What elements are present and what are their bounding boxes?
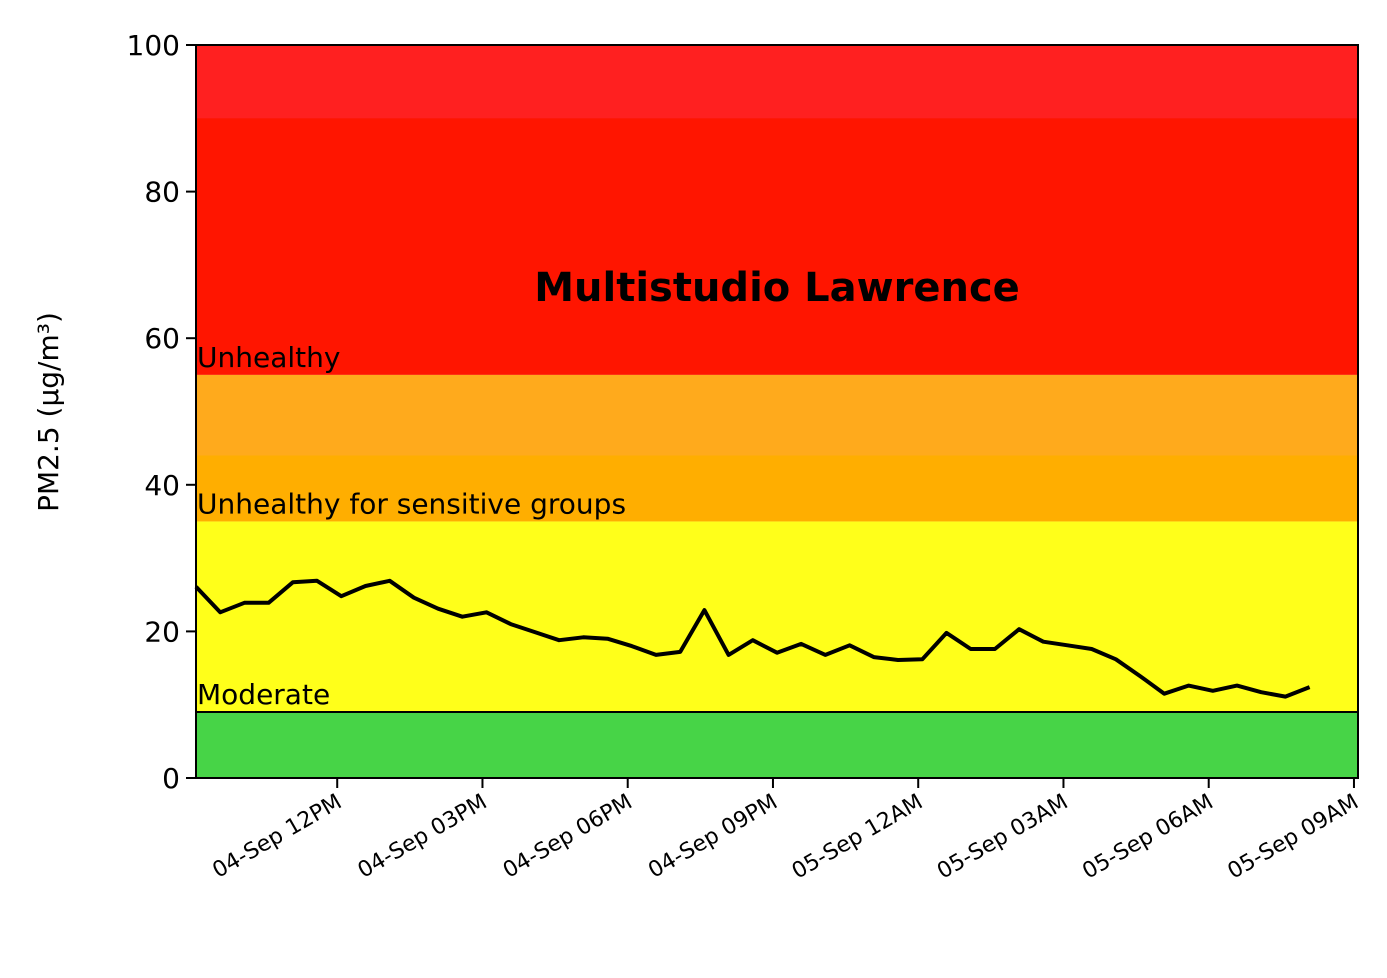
x-tick-label: 04-Sep 03PM (354, 790, 492, 884)
x-tick-label: 04-Sep 12PM (208, 790, 346, 884)
x-tick-label: 05-Sep 06AM (1078, 790, 1217, 885)
aqi-band (196, 712, 1358, 778)
x-tick-label: 05-Sep 09AM (1224, 790, 1363, 885)
plot-frame (195, 44, 1359, 779)
y-tick-label: 60 (144, 322, 180, 355)
x-tick-label: 04-Sep 09PM (644, 790, 782, 884)
y-tick-label: 40 (144, 469, 180, 502)
band-label: Moderate (197, 678, 330, 711)
x-tick-label: 04-Sep 06PM (499, 790, 637, 884)
y-tick-label: 100 (127, 29, 180, 62)
aqi-band (196, 45, 1358, 119)
aqi-band (196, 521, 1358, 713)
band-label: Unhealthy for sensitive groups (197, 487, 626, 520)
data-line (194, 578, 1311, 699)
plot (194, 578, 1311, 699)
chart-title: Multistudio Lawrence (534, 265, 1020, 311)
x-tick-label: 05-Sep 03AM (933, 790, 1072, 885)
y-axis-label: PM2.5 (µg/m³) (32, 312, 65, 512)
y-tick-label: 20 (144, 615, 180, 648)
y-tick-label: 0 (162, 762, 180, 795)
bands: Moderate Unhealthy for sensitive groups Un… (196, 45, 1358, 778)
y-tick-label: 80 (144, 176, 180, 209)
aqi-band (196, 374, 1358, 456)
band-label: Unhealthy (197, 341, 340, 374)
x-tick-label: 05-Sep 12AM (788, 790, 927, 885)
